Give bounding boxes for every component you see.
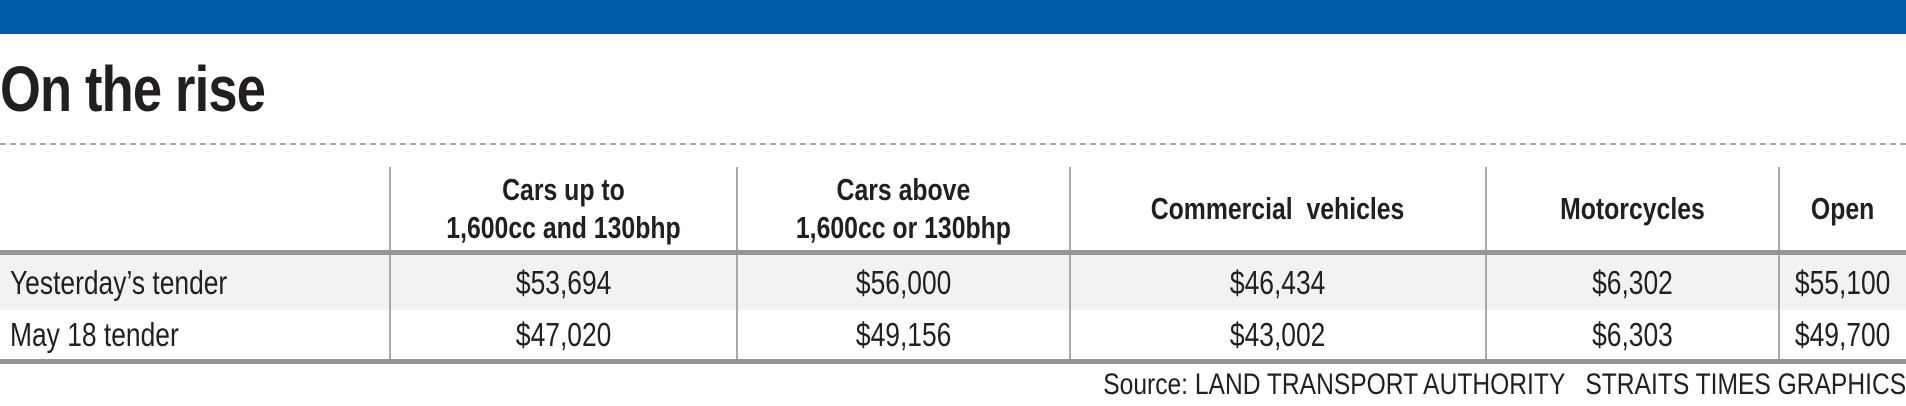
- row-label: May 18 tender: [0, 310, 390, 364]
- header-cat-a: Cars up to 1,600cc and 130bhp: [389, 167, 737, 255]
- table-cell: $49,700: [1778, 310, 1906, 364]
- coe-table: Cars up to 1,600cc and 130bhp Cars above 1…: [0, 167, 1906, 364]
- table-cell: $43,002: [1069, 310, 1486, 364]
- header-row: Cars up to 1,600cc and 130bhp Cars above 1…: [0, 167, 1906, 255]
- table-cell: $56,000: [736, 252, 1070, 310]
- table-row: Yesterday’s tender $53,694 $56,000 $46,4…: [0, 252, 1906, 310]
- table-cell: $6,302: [1485, 252, 1779, 310]
- table-cell: $6,303: [1485, 310, 1779, 364]
- chart-title: On the rise: [0, 53, 266, 125]
- table-cell: $55,100: [1778, 252, 1906, 310]
- table-row: May 18 tender $47,020 $49,156 $43,002 $6…: [0, 310, 1906, 364]
- header-line: Cars up to: [502, 171, 625, 207]
- source-credit: Source: LAND TRANSPORT AUTHORITY STRAITS…: [1103, 368, 1906, 401]
- header-line: Cars above: [836, 171, 971, 207]
- header-cat-d: Motorcycles: [1485, 167, 1779, 255]
- header-cat-e: Open: [1778, 167, 1906, 255]
- brand-bar: [0, 0, 1906, 34]
- table-cell: $46,434: [1069, 252, 1486, 310]
- header-line: 1,600cc and 130bhp: [446, 209, 681, 245]
- header-blank: [0, 167, 390, 255]
- header-cat-c: Commercial vehicles: [1069, 167, 1486, 255]
- table-cell: $49,156: [736, 310, 1070, 364]
- header-line: 1,600cc or 130bhp: [795, 209, 1012, 245]
- header-cat-b: Cars above 1,600cc or 130bhp: [736, 167, 1070, 255]
- dashed-divider: [0, 143, 1906, 145]
- row-label: Yesterday’s tender: [0, 252, 390, 310]
- table-cell: $53,694: [389, 252, 737, 310]
- table-cell: $47,020: [389, 310, 737, 364]
